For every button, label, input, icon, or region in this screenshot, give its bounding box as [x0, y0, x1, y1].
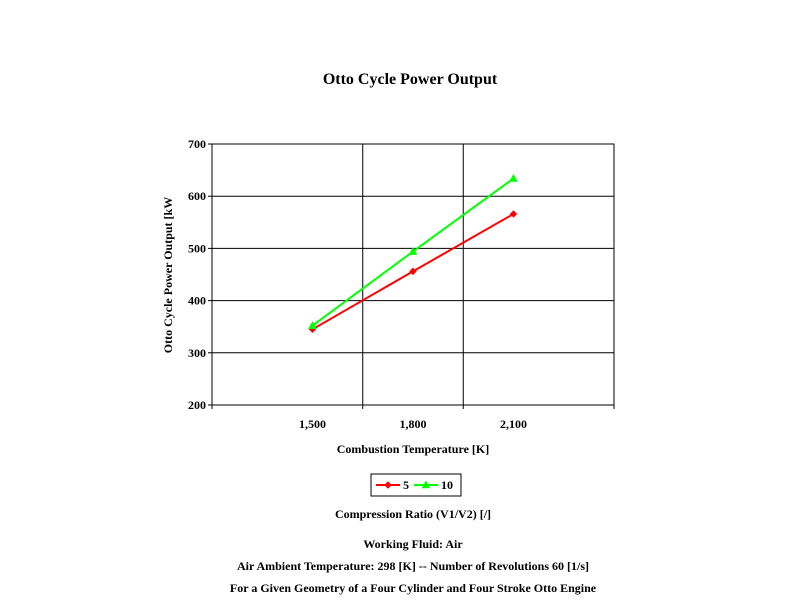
y-tick-label: 500	[188, 241, 206, 255]
legend-label-10: 10	[441, 478, 453, 492]
y-tick-label: 200	[188, 398, 206, 412]
y-tick-label: 300	[188, 346, 206, 360]
chart-title: Otto Cycle Power Output	[323, 71, 498, 88]
data-point-series-5	[509, 210, 518, 218]
y-tick-label: 400	[188, 294, 206, 308]
legend-marker-5	[384, 481, 392, 489]
x-axis-label: Combustion Temperature [K]	[337, 442, 489, 456]
y-axis-ticks: 200 300 400 500 600 700	[188, 137, 212, 412]
y-tick-label: 700	[188, 137, 206, 151]
data-point-series-10	[308, 321, 317, 329]
legend-caption: Compression Ratio (V1/V2) [/]	[335, 507, 491, 521]
data-point-series-5	[409, 267, 417, 276]
series-group	[308, 173, 518, 334]
x-axis-ticks: 1,500 1,800 2,100	[211, 405, 615, 431]
x-tick-label: 1,500	[299, 417, 326, 431]
data-point-series-10	[509, 173, 518, 182]
conditions-note: Air Ambient Temperature: 298 [K] -- Numb…	[237, 559, 589, 573]
y-axis-label: Otto Cycle Power Output [kW	[161, 197, 175, 353]
x-tick-label: 2,100	[500, 417, 527, 431]
x-tick-label: 1,800	[400, 417, 427, 431]
data-point-series-10	[408, 247, 418, 255]
working-fluid-note: Working Fluid: Air	[363, 537, 463, 551]
legend-label-5: 5	[403, 478, 409, 492]
plot-area	[211, 143, 615, 406]
legend: 5 10	[370, 473, 462, 497]
geometry-note: For a Given Geometry of a Four Cylinder …	[230, 581, 597, 595]
y-tick-label: 600	[188, 189, 206, 203]
legend-marker-10	[421, 480, 431, 489]
